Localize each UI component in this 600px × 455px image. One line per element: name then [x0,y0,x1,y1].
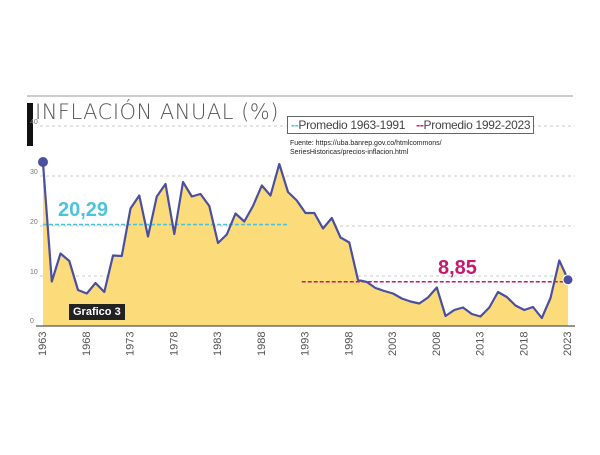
start-marker [38,157,48,167]
y-tick-label: 20 [30,219,38,226]
x-tick-label: 1998 [343,332,355,356]
x-tick-label: 1978 [168,332,180,356]
average-label-1: 20,29 [58,199,109,221]
x-tick-label: 2013 [475,332,487,356]
chart-title: INFLACIÓN ANUAL (%) [35,101,279,123]
chart-title-text: INFLACIÓN ANUAL (%) [35,100,279,124]
y-tick-label: 40 [30,119,38,126]
source-note: Fuente: https://uba.banrep.gov.co/htmlco… [290,139,442,157]
x-tick-label: 1963 [37,332,49,356]
x-tick-label: 2023 [562,332,574,356]
average-label-2: 8,85 [438,257,477,279]
legend: --Promedio 1963-1991 --Promedio 1992-202… [287,116,535,134]
legend-label-2: Promedio 1992-2023 [423,118,531,132]
x-tick-label: 1973 [125,332,137,356]
x-tick-label: 1993 [300,332,312,356]
y-tick-label: 10 [30,269,38,276]
end-marker [562,274,574,286]
x-tick-label: 2018 [518,332,530,356]
x-tick-label: 2008 [431,332,443,356]
area-fill [43,163,568,326]
legend-swatch-1: -- [291,118,299,132]
y-tick-label: 0 [30,318,34,325]
title-bar [27,103,33,146]
x-tick-label: 1988 [256,332,268,356]
source-line-2: SeriesHistoricas/precios-inflacion.html [290,149,409,156]
x-tick-label: 1968 [81,332,93,356]
x-tick-label: 2003 [387,332,399,356]
chart-badge: Grafico 3 [69,304,125,320]
x-tick-label: 1983 [212,332,224,356]
y-tick-label: 30 [30,169,38,176]
source-line-1: Fuente: https://uba.banrep.gov.co/htmlco… [290,140,442,147]
legend-swatch-2: -- [416,118,424,132]
legend-label-1: Promedio 1963-1991 [298,118,406,132]
